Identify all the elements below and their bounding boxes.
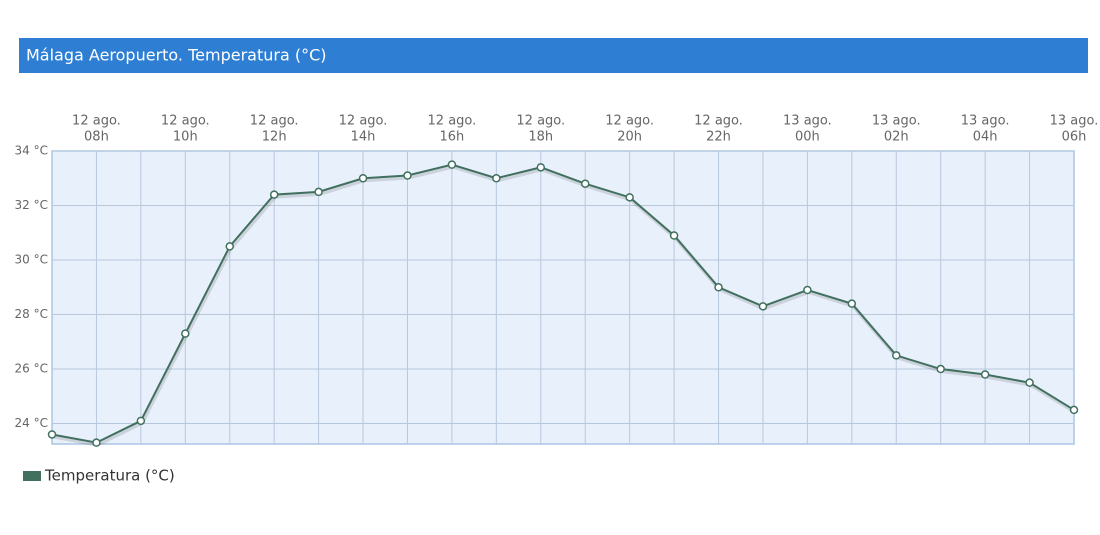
header-bar [19,38,1088,73]
x-tick-label: 00h [795,130,820,145]
point [1025,378,1034,387]
x-tick-label: 18h [528,130,553,145]
x-tick-label: 16h [440,130,465,145]
point [269,190,279,199]
point [181,329,190,338]
point [980,370,990,379]
point [358,174,368,183]
point [758,302,768,311]
y-tick-label: 34 °C [15,144,48,158]
point [580,179,590,188]
point [403,171,412,180]
legend-swatch [23,471,41,481]
x-tick-label: 02h [884,130,909,145]
x-tick-label: 04h [973,130,998,145]
x-tick-label: 06h [1062,130,1087,145]
x-tick-label: 12 ago. [516,114,565,129]
point [847,299,857,308]
y-tick-label: 30 °C [15,253,48,267]
point [47,430,57,439]
x-tick-label: 13 ago. [1050,114,1099,129]
x-tick-label: 12 ago. [428,114,477,129]
x-tick-label: 20h [617,130,642,145]
x-tick-label: 13 ago. [872,114,921,129]
x-tick-label: 22h [706,130,731,145]
x-tick-label: 12 ago. [339,114,388,129]
chart-title: Málaga Aeropuerto. Temperatura (°C) [26,46,327,65]
point [225,242,234,251]
point [669,231,679,240]
y-tick-label: 26 °C [15,362,48,376]
point [314,187,323,197]
point [936,364,945,374]
x-tick-label: 12 ago. [694,114,743,129]
x-tick-label: 13 ago. [783,114,832,129]
line-shadow [52,164,1077,447]
point [536,163,546,172]
x-tick-label: 10h [173,130,198,145]
x-tick-label: 12 ago. [250,114,299,129]
y-tick-label: 32 °C [15,198,48,212]
point [492,174,501,183]
x-tick-label: 12h [262,130,287,145]
x-tick-label: 08h [84,130,109,145]
y-tick-label: 24 °C [15,416,48,430]
point [625,193,634,202]
x-tick-label: 12 ago. [605,114,654,129]
x-tick-label: 13 ago. [961,114,1010,129]
point [136,416,146,426]
point [714,283,723,292]
point [803,285,812,295]
point [447,160,457,169]
point [892,351,901,360]
plot-area [51,150,1075,445]
x-tick-label: 12 ago. [161,114,210,129]
x-tick-label: 12 ago. [72,114,121,129]
x-tick-label: 14h [351,130,376,145]
legend-label: Temperatura (°C) [44,467,175,485]
y-tick-label: 28 °C [15,307,48,321]
point [1069,405,1079,415]
point [92,438,101,447]
series-line [51,163,1075,444]
